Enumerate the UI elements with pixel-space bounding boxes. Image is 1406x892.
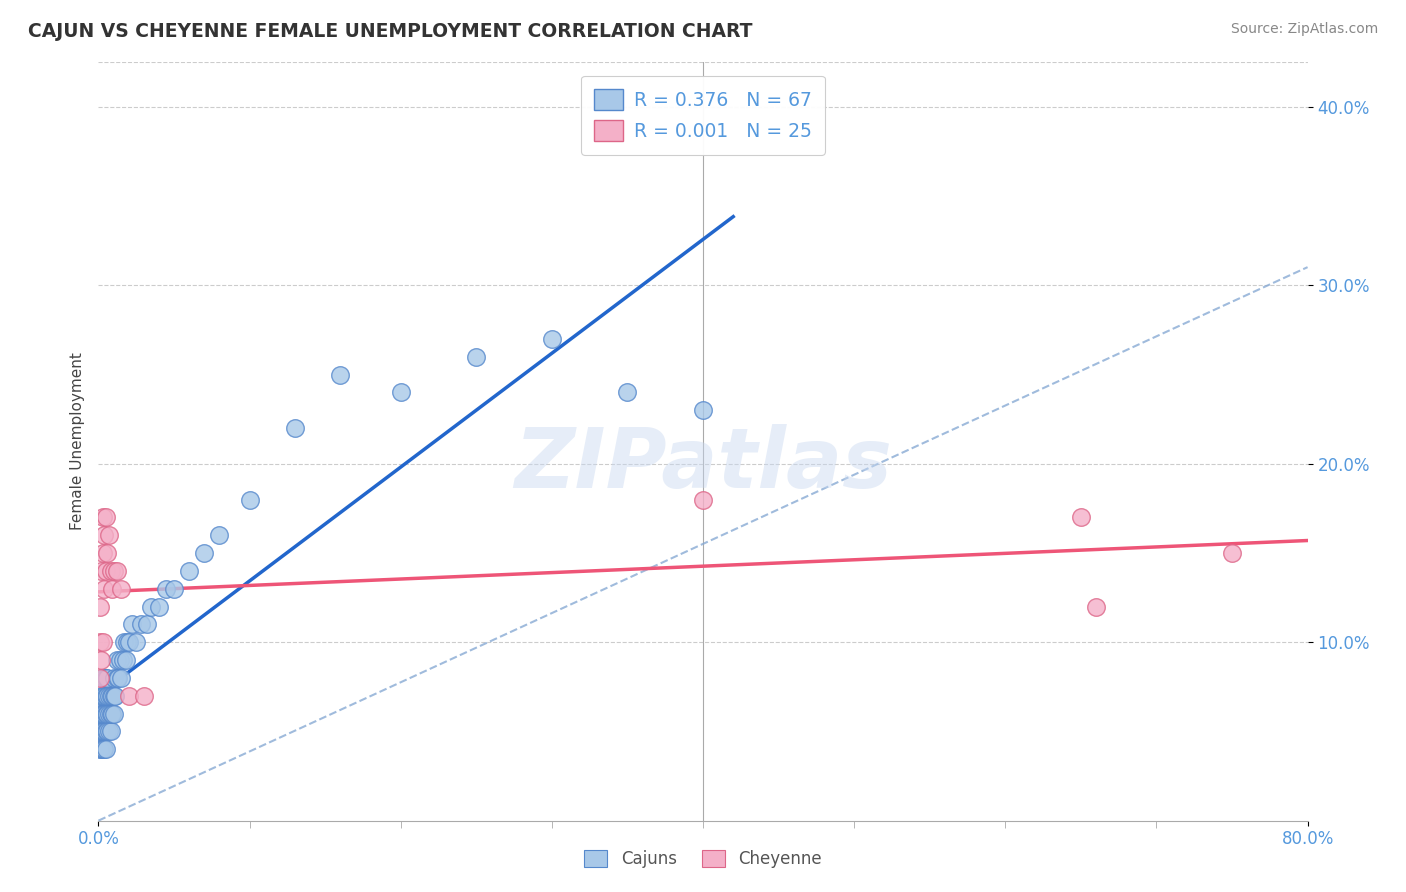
Point [692, 492, 714, 507]
Point [89, 671, 111, 685]
Point [179, 564, 201, 578]
Point [141, 599, 163, 614]
Point [93, 582, 115, 596]
Point [163, 582, 186, 596]
Point [91, 689, 114, 703]
Point [91, 546, 114, 560]
Point [105, 671, 128, 685]
Point [93, 706, 115, 721]
Point [103, 689, 125, 703]
Y-axis label: Female Unemployment: Female Unemployment [69, 352, 84, 531]
Point [100, 564, 122, 578]
Point [94, 742, 117, 756]
Point [89, 635, 111, 649]
Point [208, 528, 231, 542]
Point [96, 671, 118, 685]
Point [105, 564, 128, 578]
Legend: Cajuns, Cheyenne: Cajuns, Cheyenne [578, 843, 828, 875]
Point [465, 350, 488, 364]
Point [96, 689, 118, 703]
Point [91, 510, 114, 524]
Point [91, 635, 114, 649]
Point [111, 653, 134, 667]
Point [94, 671, 117, 685]
Point [103, 564, 125, 578]
Point [129, 617, 152, 632]
Text: Source: ZipAtlas.com: Source: ZipAtlas.com [1230, 22, 1378, 37]
Point [284, 421, 307, 435]
Point [90, 689, 112, 703]
Point [101, 706, 124, 721]
Point [540, 332, 562, 346]
Point [118, 635, 141, 649]
Point [135, 617, 157, 632]
Point [389, 385, 412, 400]
Point [90, 564, 112, 578]
Point [89, 742, 111, 756]
Point [89, 599, 111, 614]
Point [110, 671, 132, 685]
Point [329, 368, 352, 382]
Point [114, 653, 136, 667]
Point [93, 671, 115, 685]
Point [89, 706, 111, 721]
Point [193, 546, 215, 560]
Point [1220, 546, 1243, 560]
Point [692, 403, 714, 417]
Point [96, 546, 118, 560]
Point [94, 689, 117, 703]
Point [132, 689, 155, 703]
Point [90, 706, 112, 721]
Point [94, 706, 117, 721]
Point [239, 492, 262, 507]
Point [103, 706, 125, 721]
Point [96, 724, 118, 739]
Point [90, 724, 112, 739]
Point [110, 582, 132, 596]
Point [90, 653, 112, 667]
Point [93, 689, 115, 703]
Point [105, 653, 128, 667]
Point [101, 582, 124, 596]
Point [93, 528, 115, 542]
Point [93, 742, 115, 756]
Legend: R = 0.376   N = 67, R = 0.001   N = 25: R = 0.376 N = 67, R = 0.001 N = 25 [581, 76, 825, 154]
Point [100, 689, 122, 703]
Point [94, 724, 117, 739]
Point [118, 689, 141, 703]
Point [98, 724, 121, 739]
Point [1070, 510, 1092, 524]
Point [148, 599, 170, 614]
Point [94, 564, 117, 578]
Point [91, 671, 114, 685]
Point [155, 582, 177, 596]
Point [616, 385, 638, 400]
Point [107, 671, 129, 685]
Point [94, 510, 117, 524]
Point [101, 689, 124, 703]
Point [91, 706, 114, 721]
Point [112, 635, 135, 649]
Point [115, 635, 138, 649]
Point [96, 706, 118, 721]
Point [89, 724, 111, 739]
Point [125, 635, 148, 649]
Point [91, 724, 114, 739]
Point [98, 528, 121, 542]
Point [90, 742, 112, 756]
Point [1085, 599, 1108, 614]
Text: CAJUN VS CHEYENNE FEMALE UNEMPLOYMENT CORRELATION CHART: CAJUN VS CHEYENNE FEMALE UNEMPLOYMENT CO… [28, 22, 752, 41]
Point [93, 724, 115, 739]
Point [103, 671, 125, 685]
Point [104, 689, 127, 703]
Point [100, 724, 122, 739]
Text: ZIPatlas: ZIPatlas [515, 424, 891, 505]
Point [108, 653, 131, 667]
Point [121, 617, 143, 632]
Point [91, 742, 114, 756]
Point [98, 706, 121, 721]
Point [100, 706, 122, 721]
Point [98, 689, 121, 703]
